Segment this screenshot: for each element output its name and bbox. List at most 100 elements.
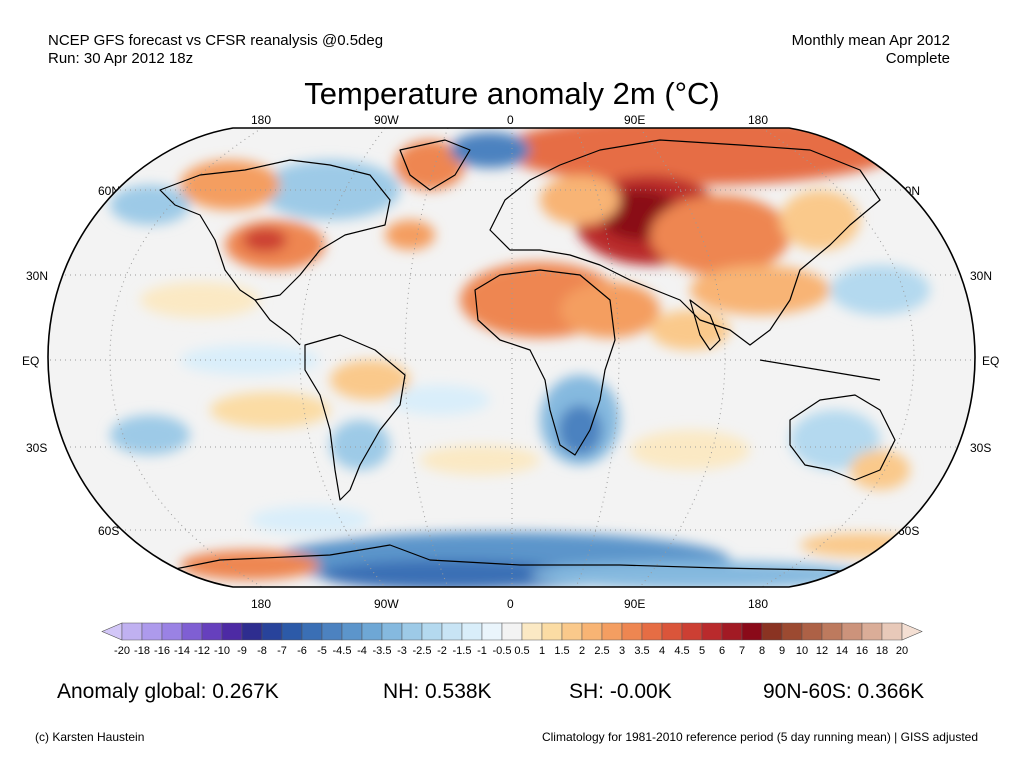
colorbar-tick-label: -12 — [194, 645, 210, 657]
colorbar-cell — [881, 622, 903, 641]
colorbar-tick-label: 20 — [895, 645, 909, 657]
coastlines — [119, 139, 921, 581]
colorbar-cell — [721, 622, 743, 641]
anomaly-sh: SH: -0.00K — [569, 680, 672, 703]
antarctica-outline — [119, 544, 921, 581]
colorbar-cell — [541, 622, 563, 641]
graticule — [48, 128, 975, 587]
colorbar-cell — [621, 622, 643, 641]
colorbar-cell — [641, 622, 663, 641]
lon-label-90w-top: 90W — [374, 113, 399, 127]
colorbar-tick-label: -9 — [237, 645, 247, 657]
lon-label-0-top: 0 — [507, 113, 514, 127]
colorbar-tick-label: 7 — [738, 645, 746, 657]
lon-label-90e-bottom: 90E — [624, 597, 646, 611]
colorbar-cell — [321, 622, 343, 641]
colorbar-cell — [661, 622, 683, 641]
colorbar-tick-label: -2 — [437, 645, 447, 657]
colorbar-tick-label: -4.5 — [332, 645, 352, 657]
colorbar-tick-label: 3.5 — [634, 645, 650, 657]
lat-label-eq-left: EQ — [22, 354, 40, 368]
anomaly-90n-60s: 90N-60S: 0.366K — [763, 680, 925, 703]
colorbar-tick-label: -7 — [277, 645, 287, 657]
colorbar-tick-label: 1 — [538, 645, 546, 657]
colorbar-cell — [781, 622, 803, 641]
lat-label-30n-right: 30N — [970, 269, 993, 283]
eurasia-outline — [489, 139, 881, 346]
run-time: Run: 30 Apr 2012 18z — [48, 50, 194, 67]
south-america-outline — [304, 334, 406, 501]
colorbar-tick-label: -10 — [214, 645, 230, 657]
colorbar-tick-label: -4 — [357, 645, 367, 657]
colorbar-cell — [401, 622, 423, 641]
colorbar-tick-label: 12 — [815, 645, 829, 657]
colorbar-tick-label: -1.5 — [452, 645, 472, 657]
colorbar-tick-label: -3 — [397, 645, 407, 657]
lon-label-180-bottom: 180 — [251, 597, 272, 611]
colorbar-cell — [581, 622, 603, 641]
lat-label-30s-left: 30S — [26, 441, 48, 455]
colorbar-cell — [821, 622, 843, 641]
colorbar-cell — [841, 622, 863, 641]
colorbar-tick-label: -5 — [317, 645, 327, 657]
colorbar-arrow-low — [101, 622, 123, 641]
colorbar-cell — [421, 622, 443, 641]
colorbar-tick-label: 5 — [698, 645, 706, 657]
lat-label-30s-right: 30S — [970, 441, 992, 455]
colorbar-cell — [741, 622, 763, 641]
lon-label-180e-top: 180 — [748, 113, 769, 127]
colorbar-cell — [161, 622, 183, 641]
colorbar-cell — [361, 622, 383, 641]
colorbar-tick-label: 6 — [718, 645, 726, 657]
climatology-note: Climatology for 1981-2010 reference peri… — [541, 730, 978, 744]
colorbar-tick-label: -0.5 — [492, 645, 512, 657]
lon-label-90w-bottom: 90W — [374, 597, 399, 611]
colorbar-cell — [701, 622, 723, 641]
colorbar-cell — [221, 622, 243, 641]
colorbar-cell — [601, 622, 623, 641]
period-label: Monthly mean Apr 2012 — [791, 32, 950, 49]
colorbar-tick-label: 18 — [875, 645, 889, 657]
colorbar-cell — [501, 622, 523, 641]
model-description: NCEP GFS forecast vs CFSR reanalysis @0.… — [48, 32, 384, 49]
colorbar-arrow-high — [901, 622, 923, 641]
colorbar-tick-label: -18 — [134, 645, 150, 657]
colorbar-cell — [201, 622, 223, 641]
colorbar-cell — [761, 622, 783, 641]
globe-border — [47, 127, 976, 588]
colorbar-cell — [341, 622, 363, 641]
colorbar-cell — [241, 622, 263, 641]
colorbar-cell — [521, 622, 543, 641]
colorbar-tick-label: 16 — [855, 645, 869, 657]
north-america-outline — [159, 159, 391, 301]
colorbar-cell — [441, 622, 463, 641]
colorbar-tick-label: 9 — [778, 645, 786, 657]
colorbar-tick-label: 4.5 — [674, 645, 690, 657]
lon-label-90e-top: 90E — [624, 113, 646, 127]
australia-outline — [789, 394, 896, 481]
colorbar-tick-label: -20 — [114, 645, 130, 657]
colorbar-tick-label: -2.5 — [412, 645, 432, 657]
colorbar-tick-label: 4 — [658, 645, 666, 657]
colorbar-cell — [181, 622, 203, 641]
colorbar — [101, 622, 923, 641]
colorbar-tick-label: -1 — [477, 645, 487, 657]
colorbar-cell — [301, 622, 323, 641]
colorbar-cell — [861, 622, 883, 641]
colorbar-tick-label: 2.5 — [594, 645, 610, 657]
colorbar-tick-label: 0.5 — [514, 645, 530, 657]
colorbar-tick-label: -14 — [174, 645, 190, 657]
colorbar-tick-label: 8 — [758, 645, 766, 657]
colorbar-cell — [261, 622, 283, 641]
colorbar-tick-label: 1.5 — [554, 645, 570, 657]
colorbar-tick-label: 3 — [618, 645, 626, 657]
colorbar-cell — [381, 622, 403, 641]
colorbar-tick-label: -8 — [257, 645, 267, 657]
colorbar-cell — [481, 622, 503, 641]
greenland-outline — [399, 139, 471, 191]
colorbar-cell — [801, 622, 823, 641]
colorbar-tick-label: -16 — [154, 645, 170, 657]
colorbar-tick-label: 2 — [578, 645, 586, 657]
india-outline — [689, 299, 721, 351]
